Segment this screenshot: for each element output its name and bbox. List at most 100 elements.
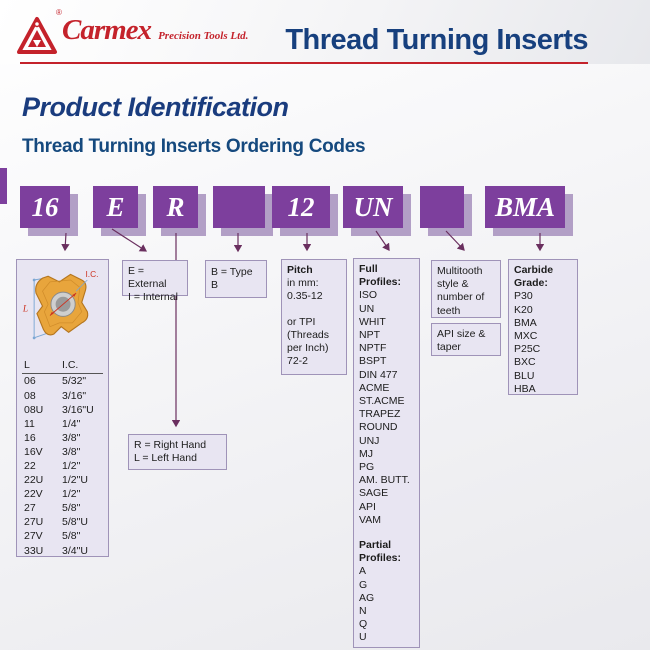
table-row: 16 3/8" xyxy=(22,431,103,445)
callout-grade: Carbide Grade: P30 K20 BMA MXC P25C BXC … xyxy=(508,259,578,395)
table-row: 11 1/4" xyxy=(22,417,103,431)
cell-l: 16 xyxy=(24,431,36,444)
list-item: P25C xyxy=(514,343,541,356)
callout-multitooth: Multitooth style & number of teeth xyxy=(431,260,501,318)
list-item: VAM xyxy=(359,513,381,526)
pitch-tpi-2: (Threads xyxy=(287,328,330,341)
brand-name: Carmex xyxy=(62,14,152,46)
table-row: 33U 3/4"U xyxy=(22,544,103,558)
code-label: R xyxy=(166,191,185,222)
diagram-ic-label: I.C. xyxy=(85,269,98,279)
cell-l: 33U xyxy=(24,544,44,557)
cell-l: 22U xyxy=(24,474,44,487)
diagram-l-label: L xyxy=(22,305,28,315)
size-col-ic: I.C. xyxy=(60,359,103,375)
list-item: U xyxy=(359,631,367,644)
code-box-size: 16 xyxy=(20,186,70,228)
brand-suffix: Precision Tools Ltd. xyxy=(158,30,249,42)
direction-line-2: I = Internal xyxy=(128,291,178,304)
list-item: AG xyxy=(359,591,375,604)
list-item: N xyxy=(359,605,367,618)
code-box-multitooth xyxy=(420,186,464,228)
code-box-grade: BMA xyxy=(485,186,565,228)
callout-direction: E = External I = Internal xyxy=(122,260,188,303)
spacer xyxy=(359,527,414,539)
cell-l: 08 xyxy=(24,389,36,402)
list-item: K20 xyxy=(514,303,533,316)
list-item: MXC xyxy=(514,330,538,343)
code-label: E xyxy=(106,191,125,222)
list-item: NPT xyxy=(359,329,380,342)
cell-l: 27U xyxy=(24,516,44,529)
list-item: SAGE xyxy=(359,487,389,500)
code-box-hand: R xyxy=(153,186,198,228)
cell-ic: 3/4"U xyxy=(62,544,88,557)
header: ® Carmex Precision Tools Ltd. Thread Tur… xyxy=(0,0,650,64)
code-box-type xyxy=(213,186,265,228)
pitch-tpi-4: 72-2 xyxy=(287,355,309,368)
hand-line-2: L = Left Hand xyxy=(134,452,197,465)
list-item: BXC xyxy=(514,356,536,369)
multitooth-text: Multitooth style & number of teeth xyxy=(437,265,485,317)
cell-l: 22 xyxy=(24,459,36,472)
list-item: ROUND xyxy=(359,421,398,434)
table-row: 27U 5/8"U xyxy=(22,515,103,529)
list-item: ISO xyxy=(359,289,378,302)
code-label: UN xyxy=(353,191,393,222)
table-row: 22V 1/2" xyxy=(22,487,103,501)
pitch-mm-1: in mm: xyxy=(287,277,319,290)
list-item: Q xyxy=(359,618,368,631)
insert-diagram: L I.C. xyxy=(22,269,98,340)
code-box-profile: UN xyxy=(343,186,403,228)
table-row: 27 5/8" xyxy=(22,501,103,515)
cell-ic: 1/2" xyxy=(62,459,81,472)
spacer xyxy=(287,304,341,316)
cell-ic: 1/4" xyxy=(62,417,81,430)
table-row: 08U 3/16"U xyxy=(22,403,103,417)
size-col-l: L xyxy=(22,359,60,375)
cell-l: 16V xyxy=(24,445,43,458)
direction-line-1: E = External xyxy=(128,265,167,291)
code-label: BMA xyxy=(494,191,556,222)
left-accent-bar xyxy=(0,168,7,204)
carmex-logo: ® Carmex Precision Tools Ltd. xyxy=(16,8,249,54)
callout-type: B = Type B xyxy=(205,260,267,298)
list-item: AM. BUTT. xyxy=(359,474,410,487)
list-item: API xyxy=(359,500,376,513)
list-item: G xyxy=(359,578,368,591)
list-item: WHIT xyxy=(359,315,386,328)
table-row: 16V 3/8" xyxy=(22,445,103,459)
list-item: UN xyxy=(359,302,375,315)
list-item: MJ xyxy=(359,447,373,460)
callout-profiles: Full Profiles: ISO UN WHIT NPT NPTF BSPT… xyxy=(353,258,420,648)
list-item: TRAPEZ xyxy=(359,408,401,421)
cell-ic: 1/2"U xyxy=(62,474,88,487)
code-box-direction: E xyxy=(93,186,138,228)
list-item: NPTF xyxy=(359,342,387,355)
list-item: PG xyxy=(359,461,375,474)
list-item: BMA xyxy=(514,316,537,329)
list-item: DIN 477 xyxy=(359,368,398,381)
list-item: UNJ xyxy=(359,434,380,447)
full-profiles-title: Full Profiles: xyxy=(359,263,402,289)
code-label: 16 xyxy=(31,191,59,222)
list-item: ACME xyxy=(359,381,390,394)
pitch-tpi-1: or TPI xyxy=(287,315,316,328)
list-item: P30 xyxy=(514,290,533,303)
carmex-triangle-icon xyxy=(17,17,57,54)
grade-title: Carbide Grade: xyxy=(514,264,554,290)
pitch-title: Pitch xyxy=(287,264,313,276)
callout-size: L I.C. L I.C. 06 5/32" 08 3/16" 08U 3/16"U … xyxy=(16,259,109,557)
list-item: HBA xyxy=(514,382,536,395)
table-row: 08 3/16" xyxy=(22,389,103,403)
cell-l: 27 xyxy=(24,502,36,515)
callout-pitch: Pitch in mm: 0.35-12 or TPI (Threads per… xyxy=(281,259,347,375)
pitch-tpi-3: per Inch) xyxy=(287,342,329,355)
section-title: Product Identification xyxy=(22,92,289,122)
cell-ic: 1/2" xyxy=(62,488,81,501)
list-item: A xyxy=(359,565,367,578)
cell-ic: 3/8" xyxy=(62,431,81,444)
size-table: L I.C. 06 5/32" 08 3/16" 08U 3/16"U 11 1/4" … xyxy=(22,359,103,557)
partial-profiles-title: Partial Profiles: xyxy=(359,539,402,565)
